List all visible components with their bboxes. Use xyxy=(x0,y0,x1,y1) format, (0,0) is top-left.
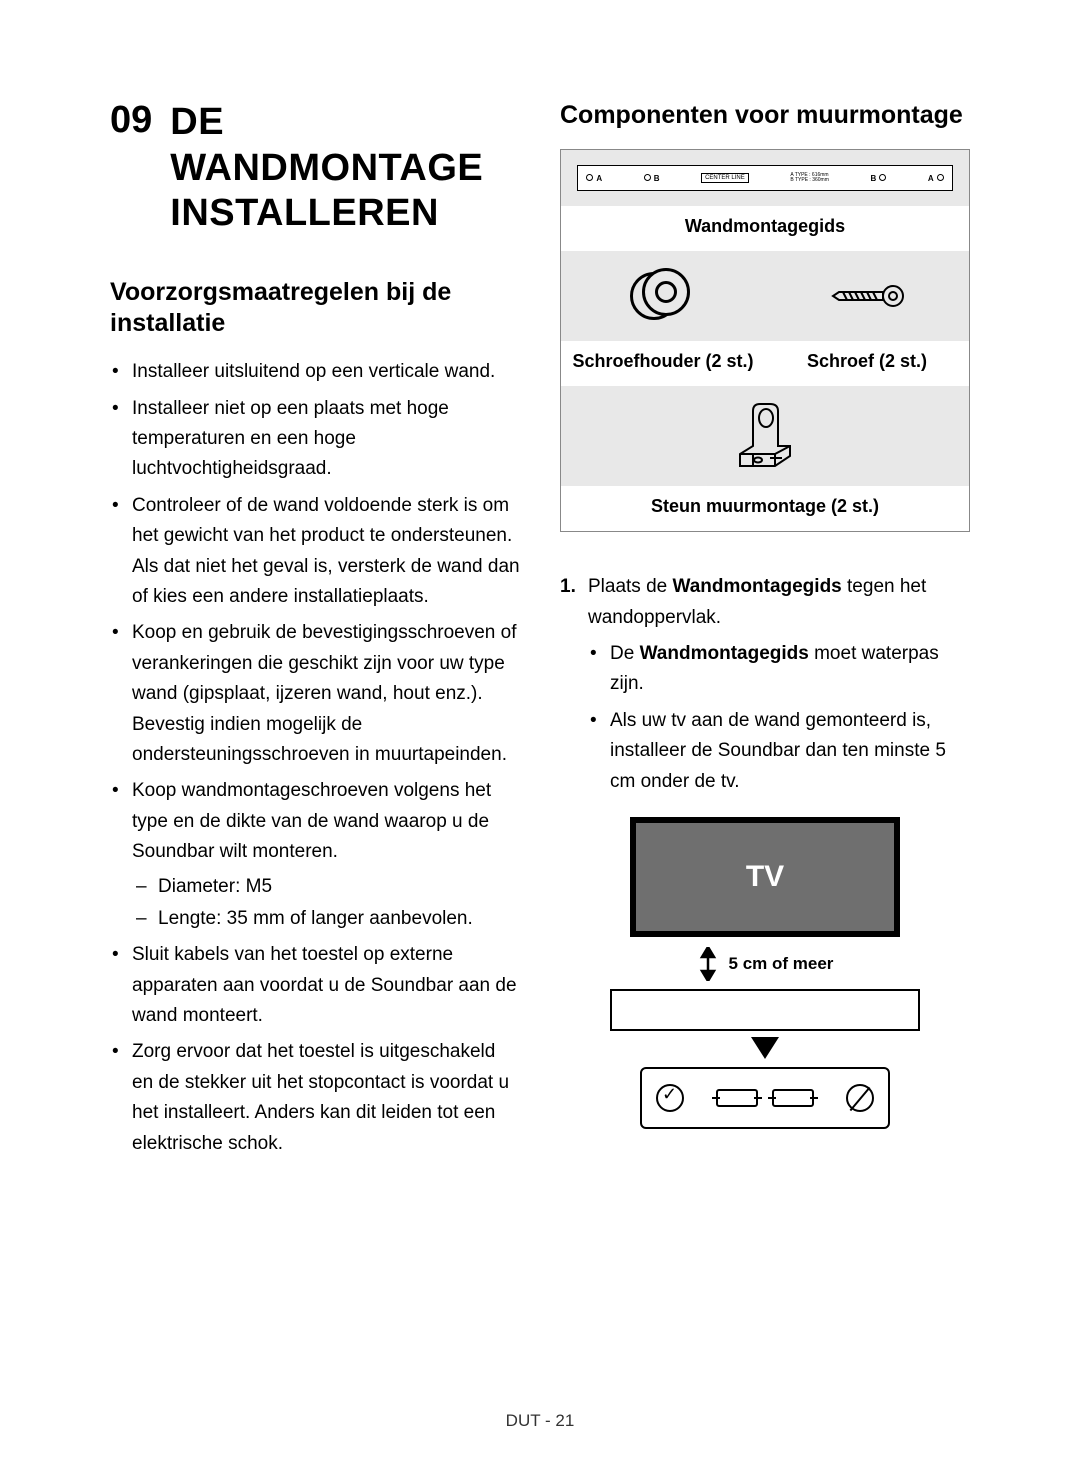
step-text: Plaats de Wandmontagegids tegen het wand… xyxy=(588,576,926,627)
wall-mount-bracket-icon xyxy=(720,396,810,476)
tv-box: TV xyxy=(630,817,900,937)
screw-holder-icon xyxy=(630,268,696,324)
tv-label: TV xyxy=(746,860,784,894)
soundbar-box xyxy=(610,989,920,1031)
list-item: Koop en gebruik de bevestigingsschroeven… xyxy=(132,618,520,770)
chapter-heading: 09 DE WANDMONTAGE INSTALLEREN xyxy=(110,100,520,237)
precautions-list: Installeer uitsluitend op een verticale … xyxy=(110,357,520,1159)
list-item: Installeer uitsluitend op een verticale … xyxy=(132,357,520,387)
soundbar-top-view xyxy=(640,1067,890,1129)
chapter-title: DE WANDMONTAGE INSTALLEREN xyxy=(170,100,520,237)
left-column: 09 DE WANDMONTAGE INSTALLEREN Voorzorgsm… xyxy=(110,100,520,1165)
list-item: Als uw tv aan de wand gemonteerd is, ins… xyxy=(610,706,970,797)
step-1-sublist: De Wandmontagegids moet waterpas zijn. A… xyxy=(588,639,970,797)
screw-label: Schroef (2 st.) xyxy=(765,341,969,386)
right-section-title: Componenten voor muurmontage xyxy=(560,100,970,131)
left-section-title: Voorzorgsmaatregelen bij de installatie xyxy=(110,277,520,340)
bracket-image-cell xyxy=(561,386,969,486)
slot-icon xyxy=(716,1089,758,1107)
page-footer: DUT - 21 xyxy=(0,1411,1080,1431)
guide-mark-a: A xyxy=(596,174,602,183)
guide-mark-b2: B xyxy=(870,174,876,183)
screw-icon xyxy=(827,276,907,316)
install-steps: Plaats de Wandmontagegids tegen het wand… xyxy=(560,572,970,797)
triangle-down-icon xyxy=(751,1037,779,1059)
knob-left-icon xyxy=(656,1084,684,1112)
list-item: Installeer niet op een plaats met hoge t… xyxy=(132,394,520,485)
right-column: Componenten voor muurmontage A B CENTER … xyxy=(560,100,970,1165)
screw-image-cell xyxy=(765,251,969,341)
chapter-number: 09 xyxy=(110,100,152,142)
list-item: Zorg ervoor dat het toestel is uitgescha… xyxy=(132,1037,520,1159)
list-item: Lengte: 35 mm of langer aanbevolen. xyxy=(158,904,520,934)
page-content: 09 DE WANDMONTAGE INSTALLEREN Voorzorgsm… xyxy=(110,100,970,1165)
step-1: Plaats de Wandmontagegids tegen het wand… xyxy=(588,572,970,797)
table-row xyxy=(561,251,969,341)
slot-icon xyxy=(772,1089,814,1107)
gap-label: 5 cm of meer xyxy=(729,954,834,974)
guide-label: Wandmontagegids xyxy=(561,206,969,251)
holder-label: Schroefhouder (2 st.) xyxy=(561,341,765,386)
guide-mark-b: B xyxy=(654,174,660,183)
holder-image-cell xyxy=(561,251,765,341)
bracket-label: Steun muurmontage (2 st.) xyxy=(561,486,969,531)
screw-spec-list: Diameter: M5 Lengte: 35 mm of langer aan… xyxy=(132,872,520,935)
slots xyxy=(716,1089,814,1107)
guide-image-cell: A B CENTER LINE A TYPE : 616mm B TYPE : … xyxy=(561,150,969,206)
knob-right-icon xyxy=(846,1084,874,1112)
list-item: Controleer of de wand voldoende sterk is… xyxy=(132,491,520,613)
list-item: Koop wandmontageschroeven volgens het ty… xyxy=(132,776,520,934)
double-arrow-icon xyxy=(697,947,719,981)
list-item: Sluit kabels van het toestel op externe … xyxy=(132,940,520,1031)
guide-mark-a2: A xyxy=(928,174,934,183)
guide-center-label: CENTER LINE xyxy=(701,173,749,183)
list-item: Diameter: M5 xyxy=(158,872,520,902)
guide-type-label: A TYPE : 616mm B TYPE : 360mm xyxy=(790,173,829,184)
components-table: A B CENTER LINE A TYPE : 616mm B TYPE : … xyxy=(560,149,970,532)
table-row: Schroefhouder (2 st.) Schroef (2 st.) xyxy=(561,341,969,386)
tv-clearance-diagram: TV 5 cm of meer xyxy=(560,817,970,1129)
table-row: Wandmontagegids xyxy=(561,206,969,251)
table-row: Steun muurmontage (2 st.) xyxy=(561,486,969,531)
wall-mount-guide-icon: A B CENTER LINE A TYPE : 616mm B TYPE : … xyxy=(577,165,952,191)
table-row: A B CENTER LINE A TYPE : 616mm B TYPE : … xyxy=(561,150,969,206)
list-item: De Wandmontagegids moet waterpas zijn. xyxy=(610,639,970,700)
list-item-text: Koop wandmontageschroeven volgens het ty… xyxy=(132,780,491,862)
table-row xyxy=(561,386,969,486)
gap-row: 5 cm of meer xyxy=(697,947,834,981)
